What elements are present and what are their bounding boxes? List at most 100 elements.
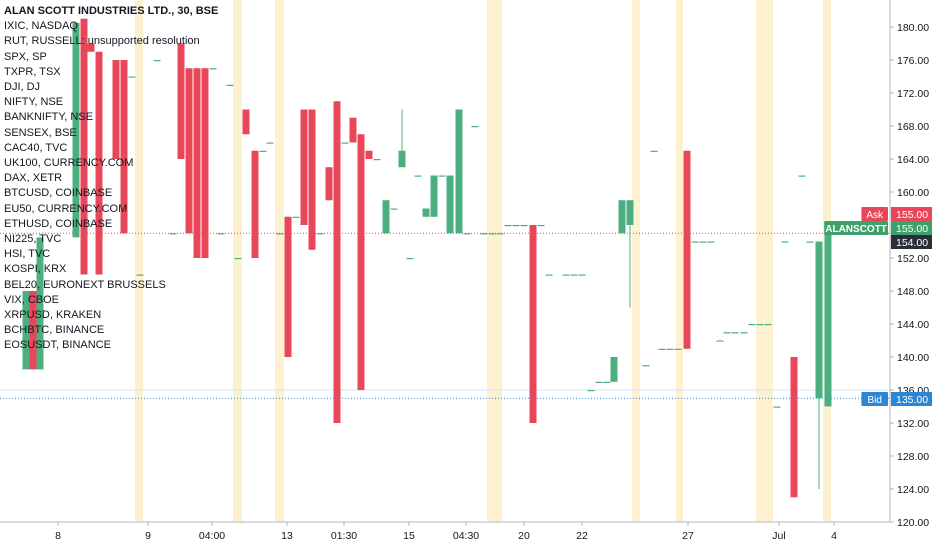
candle-body <box>251 150 259 258</box>
candle-up <box>414 175 422 177</box>
candle-body <box>773 406 781 408</box>
candle-up <box>136 274 144 276</box>
candle-up <box>382 200 390 234</box>
price-axis-background <box>890 0 932 550</box>
y-tick-label: 148.00 <box>897 286 929 298</box>
candle-body <box>764 324 772 326</box>
candle-up <box>471 126 479 128</box>
candle-body <box>284 216 292 357</box>
candle-body <box>815 241 823 399</box>
candle-up <box>72 22 80 238</box>
candle-body <box>430 175 438 217</box>
candle-body <box>438 175 446 177</box>
candle-up <box>562 274 570 276</box>
candle-up <box>292 216 300 218</box>
candle-body <box>80 18 88 275</box>
ask-tag-label: Ask <box>866 210 884 221</box>
candle-down <box>683 150 691 349</box>
candle-down <box>80 18 88 275</box>
candle-up <box>537 225 545 227</box>
candle-body <box>316 233 324 235</box>
candle-up <box>650 150 658 152</box>
candle-up <box>430 175 438 217</box>
y-tick-label: 152.00 <box>897 253 929 265</box>
x-tick-label: 01:30 <box>331 530 357 542</box>
y-tick-label: 124.00 <box>897 484 929 496</box>
candle-down <box>120 60 128 234</box>
candle-down <box>325 167 333 201</box>
candle-body <box>234 258 242 260</box>
candle-up <box>36 237 44 370</box>
candle-body <box>578 274 586 276</box>
candle-down <box>300 109 308 225</box>
candle-up <box>128 76 136 78</box>
candle-body <box>357 134 365 390</box>
candle-up <box>422 208 430 217</box>
candle-down <box>357 134 365 390</box>
candle-up <box>266 142 274 144</box>
candle-body <box>193 68 201 258</box>
candle-body <box>414 175 422 177</box>
candle-body <box>36 237 44 370</box>
candle-body <box>603 381 611 383</box>
x-tick-label: 27 <box>682 530 694 542</box>
candle-up <box>504 225 512 227</box>
candle-up <box>390 208 398 210</box>
candle-up <box>446 175 454 234</box>
candle-up <box>570 274 578 276</box>
candle-body <box>266 142 274 144</box>
session-shade-band <box>632 0 640 522</box>
candle-body <box>95 51 103 275</box>
y-tick-label: 144.00 <box>897 319 929 331</box>
candle-up <box>406 258 414 260</box>
candle-body <box>488 233 496 235</box>
candle-body <box>674 348 682 350</box>
candle-body <box>209 68 217 70</box>
candle-up <box>276 233 284 235</box>
candle-up <box>545 274 553 276</box>
candle-up <box>259 150 267 152</box>
candle-up <box>798 175 806 177</box>
y-tick-label: 164.00 <box>897 154 929 166</box>
candle-body <box>308 109 316 250</box>
candle-up <box>398 109 406 168</box>
candle-down <box>333 101 341 423</box>
candle-body <box>276 233 284 235</box>
candle-up <box>674 348 682 350</box>
candle-up <box>740 332 748 334</box>
y-tick-label: 132.00 <box>897 418 929 430</box>
candle-up <box>578 274 586 276</box>
candle-down <box>365 150 373 159</box>
session-shade-band <box>135 0 143 522</box>
candle-body <box>707 241 715 243</box>
candle-body <box>748 324 756 326</box>
candle-up <box>153 60 161 62</box>
candle-up <box>603 381 611 383</box>
candle-body <box>642 365 650 367</box>
candle-body <box>595 381 603 383</box>
session-shade-band <box>676 0 683 522</box>
candle-down <box>349 117 357 143</box>
ask-tag-value: 155.00 <box>896 209 928 221</box>
candle-body <box>120 60 128 234</box>
candle-up <box>488 233 496 235</box>
candle-body <box>650 150 658 152</box>
candle-body <box>136 274 144 276</box>
candle-up <box>658 348 666 350</box>
candle-body <box>618 200 626 234</box>
candle-body <box>626 200 634 225</box>
session-shade-band <box>487 0 502 522</box>
last-price-tag-value: 154.00 <box>896 237 928 249</box>
candle-up <box>699 241 707 243</box>
candle-body <box>22 291 30 370</box>
candle-body <box>242 109 250 135</box>
price-tags: Ask 155.00 ALANSCOTT 155.00 154.00 Bid 135.00 <box>824 207 932 406</box>
candle-body <box>756 324 764 326</box>
candle-up <box>463 233 471 235</box>
candle-up <box>626 200 634 308</box>
x-tick-label: 8 <box>55 530 61 542</box>
candle-down <box>251 150 259 258</box>
